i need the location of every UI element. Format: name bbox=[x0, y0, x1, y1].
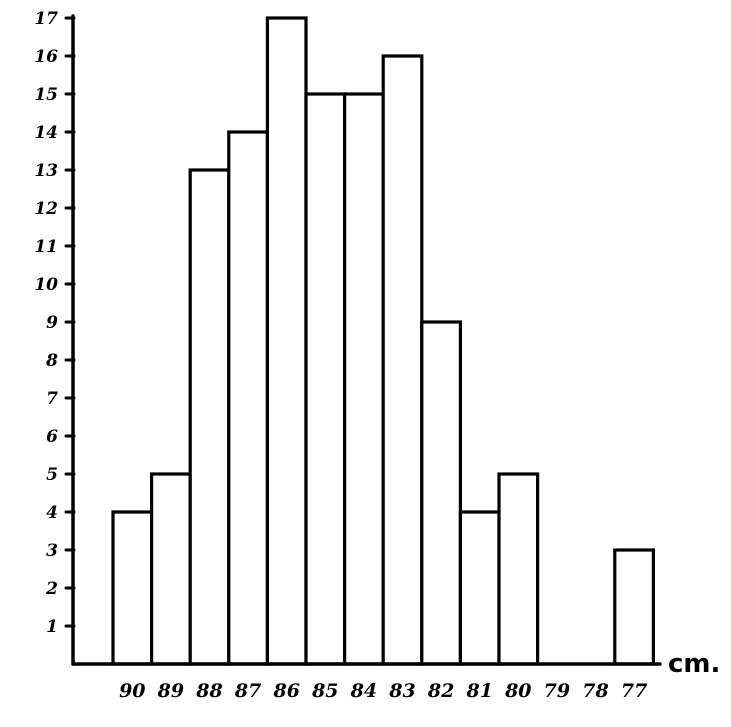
y-tick-label: 6 bbox=[46, 427, 58, 447]
y-tick-label: 10 bbox=[34, 275, 58, 295]
bar-83 bbox=[381, 54, 424, 666]
y-tick-label: 8 bbox=[45, 351, 58, 371]
axes-group bbox=[71, 14, 662, 666]
x-tick-label: 86 bbox=[272, 680, 299, 702]
x-tick-label: 84 bbox=[350, 680, 377, 702]
x-tick-label: 81 bbox=[465, 680, 492, 702]
y-tick-label: 15 bbox=[34, 85, 58, 105]
x-tick-label: 78 bbox=[582, 680, 608, 702]
bar-88 bbox=[188, 168, 231, 666]
y-tick-label: 14 bbox=[34, 123, 58, 143]
y-tick-label: 5 bbox=[46, 465, 58, 485]
x-tick-label: 80 bbox=[504, 680, 531, 702]
y-tick-label: 1 bbox=[46, 617, 58, 637]
bar-86 bbox=[265, 16, 308, 666]
y-tick-label: 13 bbox=[34, 161, 58, 181]
x-tick-label: 83 bbox=[388, 680, 415, 702]
bar-84 bbox=[343, 92, 385, 666]
bar-89 bbox=[150, 472, 192, 666]
bar-87 bbox=[227, 130, 270, 666]
bar-85 bbox=[304, 92, 347, 666]
y-tick-label: 9 bbox=[46, 313, 58, 333]
bar-90 bbox=[111, 510, 154, 666]
x-tick-label: 85 bbox=[311, 680, 338, 702]
x-axis-unit-label: cm. bbox=[668, 649, 720, 679]
x-tick-label: 89 bbox=[157, 680, 184, 702]
bar-81 bbox=[458, 510, 501, 666]
y-tick-label: 7 bbox=[46, 389, 58, 409]
x-tick-label: 82 bbox=[427, 680, 454, 702]
x-tick-label: 90 bbox=[119, 680, 145, 702]
bar-80 bbox=[497, 472, 540, 666]
x-tick-label: 88 bbox=[195, 680, 222, 702]
y-tick-label: 3 bbox=[46, 541, 58, 561]
bars-group bbox=[111, 16, 655, 666]
x-tick-label: 87 bbox=[234, 680, 261, 702]
x-tick-label: 79 bbox=[544, 680, 570, 702]
x-tick-label: 77 bbox=[621, 680, 647, 702]
bar-77 bbox=[613, 548, 655, 666]
y-tick-label: 12 bbox=[34, 199, 58, 219]
y-tick-label: 4 bbox=[46, 503, 58, 523]
bar-82 bbox=[420, 320, 462, 666]
x-tick-labels-group: 90 89 88 87 86 85 84 83 82 81 80 79 78 77 bbox=[119, 680, 647, 702]
y-tick-label: 16 bbox=[34, 47, 58, 67]
y-tick-label: 17 bbox=[34, 9, 58, 29]
y-tick-label: 2 bbox=[45, 579, 58, 599]
y-tick-label: 11 bbox=[34, 237, 58, 257]
